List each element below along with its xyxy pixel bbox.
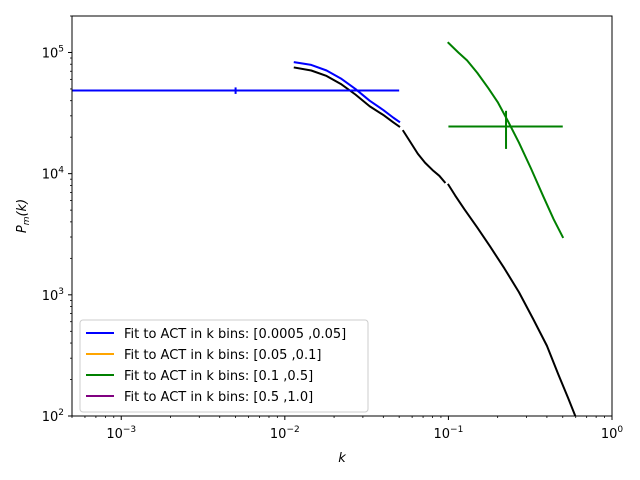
series-1-curve xyxy=(293,61,401,124)
y-tick-base: 10 xyxy=(42,46,59,61)
y-tick-label: 104 xyxy=(42,166,65,183)
y-tick-exp: 2 xyxy=(58,408,64,418)
x-tick-exp: −2 xyxy=(286,425,299,435)
legend-entry-label: Fit to ACT in k bins: [0.05 ,0.1] xyxy=(124,348,321,363)
x-tick-base: 10 xyxy=(270,427,287,442)
x-tick-label: 10−2 xyxy=(270,425,300,442)
legend: Fit to ACT in k bins: [0.0005 ,0.05] Fit … xyxy=(79,319,369,413)
y-axis-label: Pm(k) xyxy=(15,199,32,233)
series-2-curve xyxy=(446,41,565,239)
y-tick-label: 103 xyxy=(42,287,64,304)
legend-entry-label: Fit to ACT in k bins: [0.0005 ,0.05] xyxy=(124,327,346,342)
x-tick-base: 10 xyxy=(434,427,451,442)
series-group xyxy=(72,41,577,416)
y-tick-label: 105 xyxy=(42,44,64,61)
x-tick-label: 100 xyxy=(601,425,624,442)
series-layer xyxy=(72,41,577,416)
x-tick-base: 10 xyxy=(106,427,123,442)
y-tick-base: 10 xyxy=(42,289,59,304)
y-tick-exp: 5 xyxy=(58,44,64,54)
x-tick-exp: −1 xyxy=(450,425,463,435)
y-tick-exp: 3 xyxy=(58,287,64,297)
reference-curve-segment xyxy=(401,129,447,184)
legend-box xyxy=(79,319,369,413)
x-tick-exp: −3 xyxy=(123,425,136,435)
legend-entry-label: Fit to ACT in k bins: [0.1 ,0.5] xyxy=(124,369,313,384)
x-axis-label: k xyxy=(338,451,346,466)
legend-entry-label: Fit to ACT in k bins: [0.5 ,1.0] xyxy=(124,390,313,405)
x-tick-label: 10−3 xyxy=(106,425,136,442)
y-tick-base: 10 xyxy=(42,410,59,425)
y-label-main: P xyxy=(15,225,30,233)
x-tick-exp: 0 xyxy=(617,425,623,435)
y-label-sub: m xyxy=(22,216,32,225)
x-tick-base: 10 xyxy=(601,427,618,442)
y-label-rest: (k) xyxy=(15,199,30,217)
reference-curve-segment xyxy=(293,66,401,128)
reference-curve-segment xyxy=(447,183,577,416)
x-tick-label: 10−1 xyxy=(434,425,464,442)
plot-frame xyxy=(71,15,613,417)
y-tick-exp: 4 xyxy=(58,166,64,176)
y-tick-label: 102 xyxy=(42,408,64,425)
y-tick-base: 10 xyxy=(42,168,59,183)
